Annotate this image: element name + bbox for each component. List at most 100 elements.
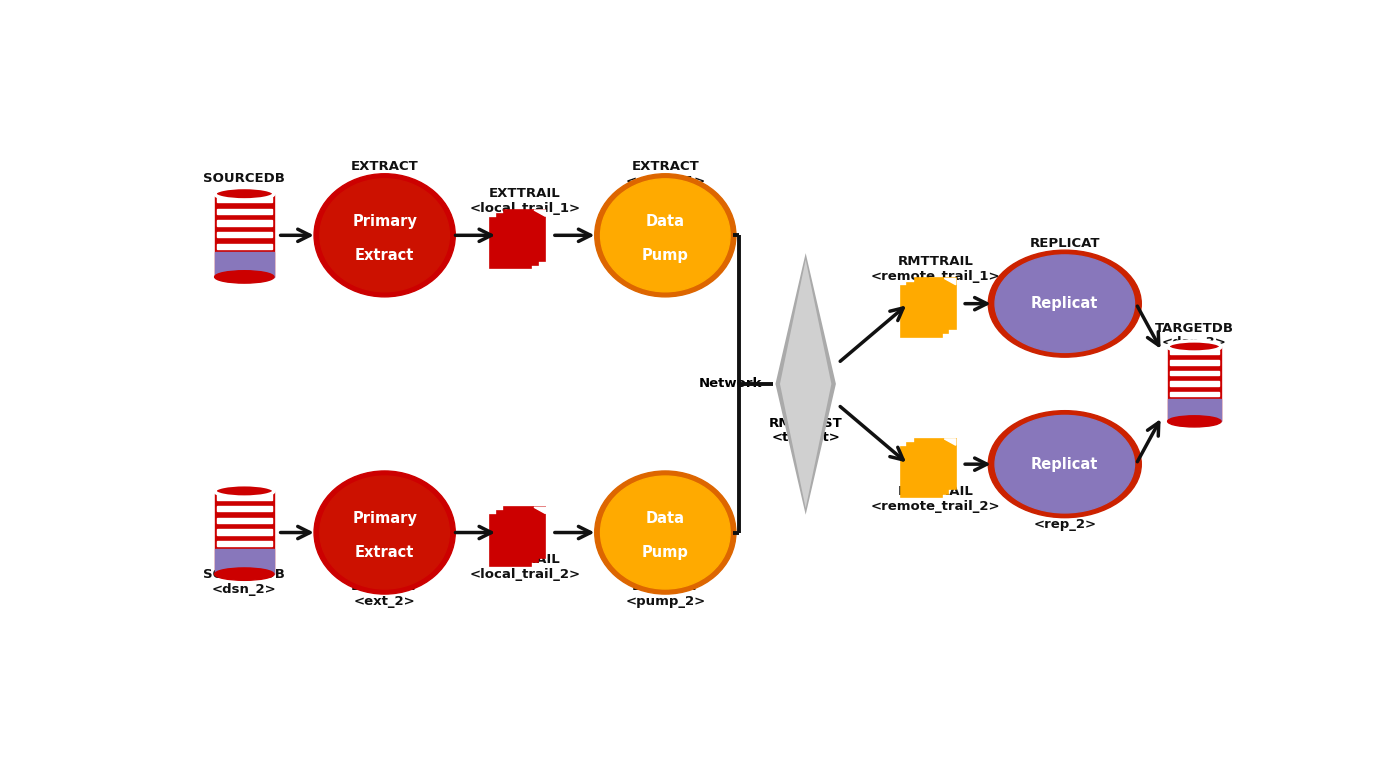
Ellipse shape [995, 255, 1134, 352]
Text: <local_trail_2>: <local_trail_2> [469, 568, 581, 581]
Polygon shape [534, 507, 546, 513]
Bar [1170, 371, 1219, 375]
Ellipse shape [988, 411, 1141, 518]
Polygon shape [944, 279, 956, 285]
Bar [217, 518, 272, 523]
Bar [217, 506, 272, 511]
Bar [217, 197, 272, 202]
Bar [901, 286, 942, 337]
Text: Primary: Primary [352, 511, 417, 526]
Ellipse shape [313, 174, 456, 297]
Text: REPLICAT: REPLICAT [1029, 237, 1100, 250]
Polygon shape [936, 283, 949, 289]
Bar [1170, 391, 1219, 396]
Polygon shape [534, 210, 546, 216]
PathPatch shape [776, 253, 836, 515]
Bar [217, 221, 272, 225]
Text: RMTTRAIL: RMTTRAIL [897, 485, 974, 498]
Text: Pump: Pump [642, 545, 688, 560]
Text: SOURCEDB: SOURCEDB [203, 568, 286, 581]
Ellipse shape [215, 568, 274, 581]
PathPatch shape [780, 259, 832, 508]
Text: Extract: Extract [355, 545, 414, 560]
Bar [217, 530, 272, 534]
Bar [1170, 381, 1219, 386]
Polygon shape [936, 443, 949, 449]
Text: EXTRACT: EXTRACT [631, 160, 699, 173]
Bar [504, 210, 546, 261]
Text: <remote_trail_2>: <remote_trail_2> [871, 499, 1000, 513]
Text: <pump_1>: <pump_1> [625, 174, 705, 188]
Bar [217, 494, 272, 499]
Bar [915, 279, 956, 329]
Text: <rep_1>: <rep_1> [1034, 252, 1096, 265]
Text: <dsn_2>: <dsn_2> [212, 583, 277, 596]
Text: <ext_2>: <ext_2> [354, 595, 415, 608]
Bar [497, 214, 538, 265]
Ellipse shape [595, 174, 736, 297]
Ellipse shape [320, 179, 450, 292]
Ellipse shape [1167, 416, 1222, 427]
Bar [907, 283, 949, 333]
Bar [1167, 347, 1222, 422]
Bar [504, 507, 546, 558]
Bar [217, 232, 272, 237]
Text: REPLICAT: REPLICAT [1029, 503, 1100, 516]
Text: <rep_2>: <rep_2> [1034, 518, 1096, 530]
Text: EXTTRAIL: EXTTRAIL [489, 187, 561, 200]
Bar [490, 218, 532, 269]
Bar [1170, 350, 1219, 354]
Ellipse shape [595, 471, 736, 594]
Text: EXTRACT: EXTRACT [351, 580, 418, 593]
Ellipse shape [320, 476, 450, 589]
Bar [217, 541, 272, 547]
Ellipse shape [600, 476, 730, 589]
Ellipse shape [313, 471, 456, 594]
Text: Primary: Primary [352, 214, 417, 229]
Ellipse shape [215, 271, 274, 283]
Text: Replicat: Replicat [1031, 457, 1099, 472]
Ellipse shape [215, 188, 274, 200]
Polygon shape [944, 439, 956, 445]
Polygon shape [520, 515, 532, 521]
Text: EXTTRAIL: EXTTRAIL [489, 554, 561, 567]
Text: Pump: Pump [642, 248, 688, 262]
Text: Network: Network [699, 378, 762, 391]
Ellipse shape [988, 250, 1141, 357]
Bar [490, 515, 532, 566]
Bar [215, 194, 274, 277]
Text: SOURCEDB: SOURCEDB [203, 172, 286, 185]
Text: Extract: Extract [355, 248, 414, 262]
Text: <pump_2>: <pump_2> [625, 595, 705, 608]
Polygon shape [527, 511, 538, 518]
Bar [497, 511, 538, 562]
Bar [215, 549, 274, 574]
Bar [901, 447, 942, 497]
Text: <remote_trail_1>: <remote_trail_1> [871, 270, 1000, 283]
Bar [217, 209, 272, 214]
Bar [907, 443, 949, 493]
Text: RMTTRAIL: RMTTRAIL [897, 255, 974, 268]
Ellipse shape [600, 179, 730, 292]
Polygon shape [527, 214, 538, 221]
Text: <target>: <target> [772, 432, 840, 445]
Polygon shape [931, 286, 942, 293]
Text: Data: Data [646, 214, 685, 229]
Text: <dsn_1>: <dsn_1> [212, 187, 277, 200]
Text: Data: Data [646, 511, 685, 526]
Text: TARGETDB: TARGETDB [1155, 322, 1234, 334]
Bar [1170, 360, 1219, 365]
Text: RMTHOST: RMTHOST [769, 417, 843, 429]
Ellipse shape [995, 415, 1134, 513]
Ellipse shape [215, 485, 274, 497]
Bar [217, 244, 272, 249]
Text: Replicat: Replicat [1031, 296, 1099, 311]
Bar [1167, 399, 1222, 422]
Text: <local_trail_1>: <local_trail_1> [469, 201, 581, 215]
Ellipse shape [1167, 341, 1222, 352]
Text: EXTRACT: EXTRACT [351, 160, 418, 173]
Bar [915, 439, 956, 489]
Text: EXTRACT: EXTRACT [631, 580, 699, 593]
Bar [215, 491, 274, 574]
Bar [215, 252, 274, 277]
